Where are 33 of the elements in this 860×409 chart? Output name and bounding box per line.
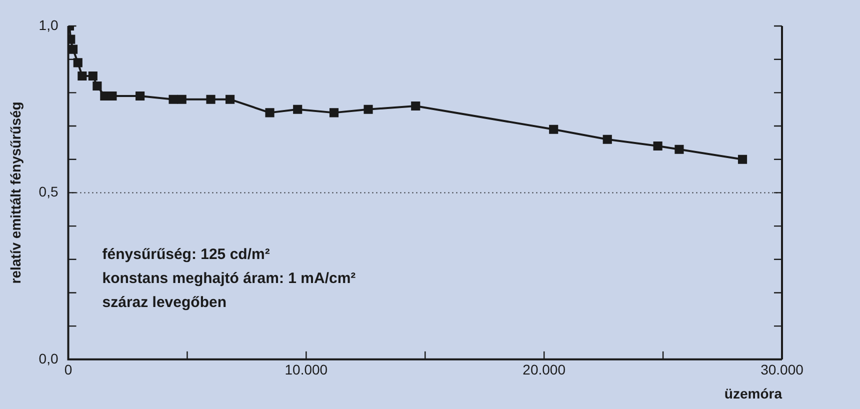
point [73, 58, 82, 68]
annotation: konstans meghajtó áram: 1 mA/cm² [102, 270, 356, 287]
annotation: fénysűrűség: 125 cd/m² [102, 246, 270, 263]
y-axis-title: relatív emittált fénysűrűség [7, 102, 24, 284]
point [738, 154, 748, 164]
point [329, 108, 339, 118]
point [674, 144, 684, 154]
point [549, 124, 558, 134]
point [136, 91, 145, 101]
point [168, 94, 178, 104]
x-axis-title: üzemóra [724, 385, 782, 402]
point [68, 44, 78, 54]
point [108, 91, 117, 101]
annotation: száraz levegőben [102, 294, 226, 311]
point [88, 71, 98, 81]
point [177, 94, 186, 104]
y-tick-label: 0,5 [38, 184, 58, 200]
x-tick-label: 20.000 [522, 362, 566, 378]
point [602, 134, 612, 144]
point [265, 108, 274, 118]
point [226, 94, 235, 104]
point [293, 104, 302, 114]
y-tick-label: 1,0 [38, 16, 58, 33]
point [364, 104, 373, 114]
point [78, 71, 87, 81]
x-tick-label: 30.000 [760, 362, 804, 378]
y-tick-label: 0,0 [38, 350, 58, 366]
x-tick-label: 10.000 [284, 362, 328, 378]
point [206, 94, 216, 104]
point [92, 81, 102, 91]
x-tick-label: 0 [64, 362, 72, 378]
point [411, 101, 420, 111]
point [653, 141, 662, 151]
